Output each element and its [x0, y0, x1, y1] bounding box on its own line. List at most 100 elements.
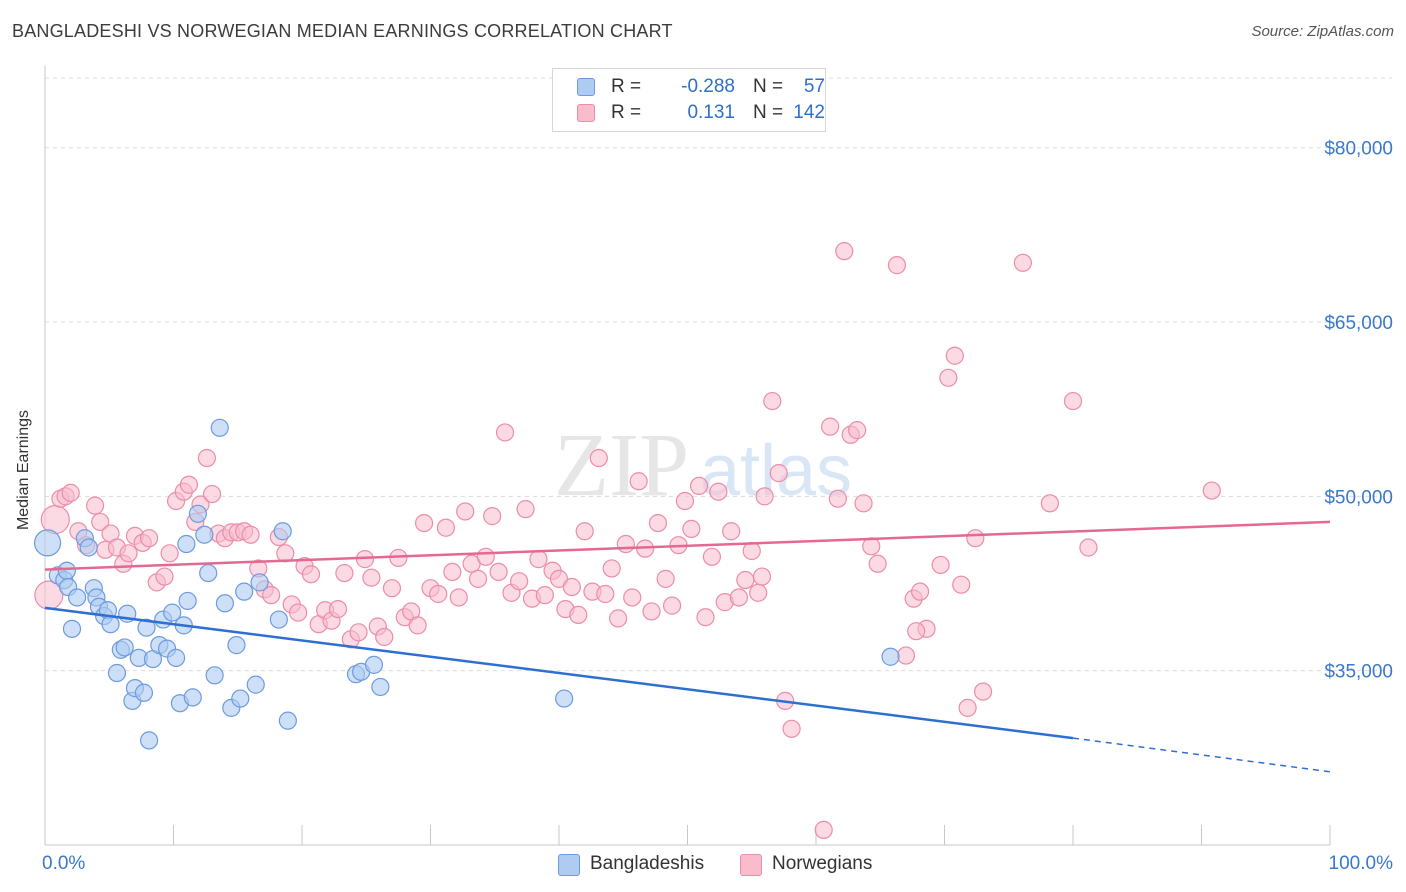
- norwegians-point: [40, 505, 70, 535]
- norwegians-point: [436, 518, 456, 537]
- norwegians-point: [702, 547, 722, 566]
- blue-swatch: [577, 78, 595, 96]
- norwegians-point: [562, 577, 581, 597]
- norwegians-point: [623, 588, 642, 607]
- norwegians-point: [160, 544, 179, 563]
- watermark: ZIP atlas: [554, 416, 852, 515]
- bangladeshis-point: [235, 582, 254, 601]
- norwegians-point: [752, 567, 772, 586]
- norwegians-point: [1013, 253, 1032, 272]
- norwegians-point: [736, 570, 755, 590]
- norwegians-point: [1040, 494, 1059, 513]
- bangladeshis-point: [371, 677, 390, 697]
- norwegians-point: [662, 596, 682, 615]
- norwegians-point: [91, 512, 110, 532]
- norwegians-point: [456, 502, 475, 521]
- norwegians-point: [742, 541, 761, 561]
- norwegians-point: [529, 550, 548, 569]
- axes: [44, 66, 1331, 846]
- norwegians-point: [958, 698, 977, 717]
- trend-lines: [44, 520, 1331, 773]
- norwegians-point: [966, 529, 985, 548]
- bangladeshis-point: [215, 594, 234, 613]
- norwegians-point: [648, 513, 668, 533]
- norwegians-point: [382, 579, 402, 598]
- bangladeshis-point: [273, 522, 292, 541]
- bangladeshis-point: [231, 689, 250, 708]
- norwegians-point: [510, 572, 529, 591]
- norwegians-point: [335, 563, 354, 583]
- norwegians-point: [848, 421, 867, 440]
- bangladeshis-point: [68, 588, 87, 607]
- norwegians-point: [973, 682, 993, 701]
- norwegians-point: [483, 507, 502, 526]
- bangladeshis-point: [183, 688, 202, 707]
- bangladeshis-trend-line: [44, 606, 1074, 740]
- norwegians-point: [656, 569, 675, 588]
- norwegians-point: [468, 569, 488, 588]
- norwegians-point: [689, 476, 709, 496]
- y-tick-label: $80,000: [1324, 139, 1393, 160]
- norwegians-trend-line: [44, 520, 1331, 571]
- norwegians-point: [763, 391, 782, 411]
- bangladeshis-point: [166, 648, 186, 667]
- norwegians-point: [569, 605, 588, 625]
- norwegians-point: [769, 464, 788, 483]
- r-label: R =: [611, 102, 642, 123]
- pink-swatch: [740, 854, 762, 876]
- norwegians-point: [939, 368, 958, 387]
- bangladeshis-trend-extension: [1072, 737, 1331, 773]
- norwegians-point: [549, 569, 569, 588]
- norwegians-point: [61, 483, 80, 502]
- norwegians-point: [749, 583, 768, 602]
- norwegians-point: [629, 472, 648, 491]
- legend-label: Bangladeshis: [590, 853, 705, 874]
- r-value: 0.131: [687, 102, 735, 123]
- norwegians-point: [262, 586, 281, 605]
- bangladeshis-point: [134, 683, 154, 702]
- norwegians-point: [535, 586, 554, 605]
- norwegians-point: [887, 256, 907, 275]
- norwegians-point: [489, 562, 508, 582]
- norwegians-point: [289, 603, 308, 622]
- bangladeshis-point: [62, 619, 82, 638]
- norwegians-point: [408, 616, 427, 635]
- bangladeshis-point: [177, 534, 196, 554]
- n-label: N =: [753, 102, 784, 123]
- bangladeshis-point: [57, 561, 76, 580]
- norwegians-point: [429, 584, 448, 604]
- norwegians-point: [375, 627, 394, 647]
- bangladeshis-point: [137, 618, 156, 637]
- x-tick-label-max: 100.0%: [1329, 853, 1394, 874]
- bangladeshis-point: [107, 663, 127, 683]
- watermark-zip: ZIP: [554, 416, 689, 515]
- pink-swatch: [577, 104, 595, 122]
- bangladeshis-point: [205, 666, 224, 685]
- n-value: 57: [803, 76, 825, 97]
- bangladeshis-point: [195, 525, 214, 544]
- norwegians-point: [575, 522, 594, 541]
- y-tick-label: $50,000: [1324, 487, 1393, 508]
- norwegians-point: [449, 588, 468, 607]
- grid-lines: [45, 77, 1392, 672]
- bangladeshis-point: [115, 638, 134, 657]
- norwegians-point: [516, 500, 535, 519]
- bangladeshis-point: [101, 615, 120, 634]
- n-value: 142: [793, 102, 825, 123]
- norwegians-point: [945, 346, 964, 365]
- bangladeshis-point: [139, 731, 159, 750]
- bangladeshis-point: [250, 573, 269, 592]
- x-tick-label-min: 0.0%: [42, 853, 85, 874]
- bangladeshis-point: [79, 538, 98, 557]
- norwegians-point: [952, 575, 971, 594]
- norwegians-point: [814, 820, 833, 839]
- norwegians-point: [202, 484, 222, 504]
- bangladeshis-point: [227, 636, 246, 655]
- bangladeshis-point: [555, 689, 574, 708]
- r-label: R =: [611, 76, 642, 97]
- norwegians-point: [197, 448, 217, 468]
- norwegians-point: [616, 534, 635, 554]
- bangladeshis-point: [199, 563, 218, 583]
- norwegians-point: [155, 567, 174, 586]
- n-label: N =: [753, 76, 784, 97]
